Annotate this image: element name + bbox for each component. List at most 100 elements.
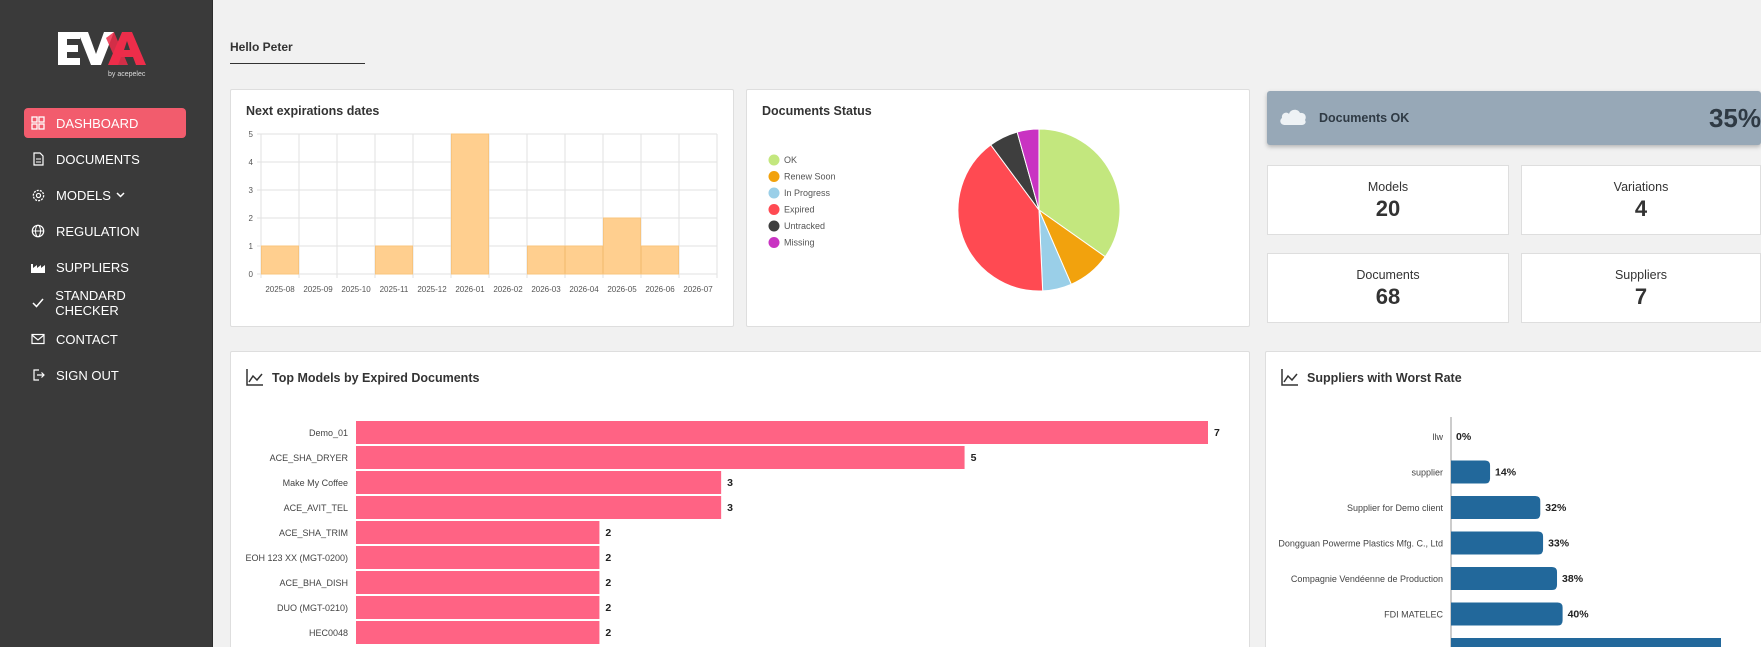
legend-label: Untracked bbox=[784, 221, 825, 231]
y-tick-label: 1 bbox=[249, 242, 254, 251]
nav-item-standard-checker[interactable]: STANDARD CHECKER bbox=[24, 288, 186, 318]
y-tick-label: 4 bbox=[249, 158, 254, 167]
nav-item-models[interactable]: MODELS bbox=[24, 180, 186, 210]
y-category-label: FDI MATELEC bbox=[1384, 610, 1443, 620]
worst-suppliers-card: Suppliers with Worst Rate llw 0% supplier 1… bbox=[1265, 351, 1761, 647]
documents-status-chart: OK Renew Soon In Progress Expired Untracked M… bbox=[768, 128, 1121, 292]
legend-swatch bbox=[768, 220, 780, 232]
worst-suppliers-title: Suppliers with Worst Rate bbox=[1307, 371, 1462, 385]
stat-label: Models bbox=[1367, 180, 1409, 194]
y-category-label: Demo_01 bbox=[309, 428, 348, 438]
bar bbox=[356, 521, 600, 544]
bar bbox=[1451, 460, 1491, 484]
bar bbox=[375, 245, 413, 275]
bar bbox=[603, 217, 641, 275]
document-icon bbox=[30, 151, 46, 167]
expirations-card: Next expirations dates 0 1 2 3 4 5 2025-08 2025… bbox=[230, 89, 734, 327]
nav-item-contact[interactable]: CONTACT bbox=[24, 324, 186, 354]
expirations-title: Next expirations dates bbox=[246, 104, 380, 118]
nav-item-suppliers[interactable]: SUPPLIERS bbox=[24, 252, 186, 282]
bar bbox=[356, 546, 600, 569]
x-tick-label: 2026-02 bbox=[493, 285, 523, 294]
nav-label: DASHBOARD bbox=[56, 115, 139, 131]
line-chart-icon bbox=[1281, 368, 1299, 386]
stat-models[interactable]: Models 20 bbox=[1267, 165, 1509, 235]
bar bbox=[356, 471, 722, 494]
bar-value-label: 3 bbox=[727, 502, 733, 514]
nav-label: CONTACT bbox=[56, 331, 118, 347]
nav-label: REGULATION bbox=[56, 223, 140, 239]
legend-label: In Progress bbox=[784, 188, 831, 198]
bar-value-label: 7 bbox=[1214, 427, 1220, 439]
nav-label: SIGN OUT bbox=[56, 367, 119, 383]
y-tick-label: 2 bbox=[249, 214, 254, 223]
nav-item-documents[interactable]: DOCUMENTS bbox=[24, 144, 186, 174]
stat-variations[interactable]: Variations 4 bbox=[1521, 165, 1761, 235]
bar bbox=[1451, 567, 1558, 590]
nav-label: SUPPLIERS bbox=[56, 259, 129, 275]
documents-ok-value: 35% bbox=[1708, 103, 1761, 133]
pie-slice bbox=[1038, 128, 1121, 258]
documents-status-title: Documents Status bbox=[762, 104, 872, 118]
legend-label: Renew Soon bbox=[784, 172, 836, 182]
main-content: Hello Peter Next expirations dates 0 1 2 3 4… bbox=[214, 0, 1761, 647]
y-category-label: ACE_AVIT_TEL bbox=[284, 503, 348, 513]
globe-icon bbox=[30, 223, 46, 239]
mail-icon bbox=[30, 331, 46, 347]
x-tick-label: 2026-06 bbox=[645, 285, 675, 294]
chevron-down-icon bbox=[116, 192, 125, 198]
bar-value-label: 2 bbox=[605, 552, 611, 564]
y-category-label: ACE_SHA_DRYER bbox=[270, 453, 349, 463]
legend-label: OK bbox=[784, 155, 797, 165]
y-category-label: EOH 123 XX (MGT-0200) bbox=[245, 553, 348, 563]
stat-label: Documents bbox=[1356, 268, 1420, 282]
x-tick-label: 2026-07 bbox=[683, 285, 713, 294]
x-tick-label: 2025-12 bbox=[417, 285, 447, 294]
sign-out-icon bbox=[30, 367, 46, 383]
y-category-label: Compagnie Vendéenne de Production bbox=[1291, 574, 1443, 584]
stat-label: Suppliers bbox=[1614, 268, 1668, 282]
bar-value-label: 38% bbox=[1562, 573, 1584, 585]
x-tick-label: 2026-01 bbox=[455, 285, 485, 294]
bar bbox=[1451, 496, 1541, 519]
nav-item-dashboard[interactable]: DASHBOARD bbox=[24, 108, 186, 138]
bar bbox=[356, 496, 722, 519]
bar bbox=[1451, 638, 1721, 647]
bar-value-label: 5 bbox=[971, 452, 977, 464]
stat-label: Variations bbox=[1613, 180, 1669, 194]
bar bbox=[261, 245, 299, 275]
stat-suppliers[interactable]: Suppliers 7 bbox=[1521, 253, 1761, 323]
top-models-chart: Demo_01 7 ACE_SHA_DRYER 5 Make My Coffee 3 ACE… bbox=[245, 421, 1220, 644]
line-chart-icon bbox=[246, 368, 264, 386]
legend-swatch bbox=[768, 171, 780, 182]
logo-byline: by acepelec bbox=[108, 71, 146, 78]
expirations-chart: 0 1 2 3 4 5 2025-08 2025-09 2025-10 2025-11 2025-1… bbox=[249, 130, 718, 294]
x-tick-label: 2025-11 bbox=[380, 285, 409, 294]
nav-label: STANDARD CHECKER bbox=[55, 288, 126, 318]
bar bbox=[356, 571, 600, 594]
bar bbox=[565, 245, 603, 275]
dashboard-icon bbox=[30, 115, 46, 131]
pie-slice bbox=[957, 144, 1044, 292]
documents-status-card: Documents Status OK Renew Soon In Progress… bbox=[746, 89, 1250, 327]
y-category-label: Make My Coffee bbox=[283, 478, 348, 488]
stat-documents[interactable]: Documents 68 bbox=[1267, 253, 1509, 323]
nav-item-sign-out[interactable]: SIGN OUT bbox=[24, 360, 186, 390]
bar-value-label: 0% bbox=[1456, 431, 1472, 443]
eva-logo[interactable]: by acepelec bbox=[56, 28, 156, 82]
bar-value-label: 3 bbox=[727, 477, 733, 489]
worst-suppliers-chart: llw 0% supplier 14% Supplier for Demo client… bbox=[1278, 417, 1721, 647]
sidebar: by acepelec DASHBOARD DOCUMENTS MODELS bbox=[0, 0, 213, 647]
bar bbox=[356, 596, 600, 619]
nav-item-regulation[interactable]: REGULATION bbox=[24, 216, 186, 246]
greeting-underline bbox=[230, 63, 365, 64]
cloud-icon bbox=[1280, 109, 1306, 125]
legend-label: Expired bbox=[784, 205, 815, 215]
stat-value: 7 bbox=[1634, 284, 1648, 309]
bar-value-label: 2 bbox=[605, 577, 611, 589]
legend-swatch bbox=[768, 204, 780, 215]
stat-value: 4 bbox=[1634, 196, 1648, 221]
x-tick-label: 2026-05 bbox=[607, 285, 637, 294]
stat-value: 68 bbox=[1375, 284, 1401, 309]
bar-value-label: 2 bbox=[605, 602, 611, 614]
